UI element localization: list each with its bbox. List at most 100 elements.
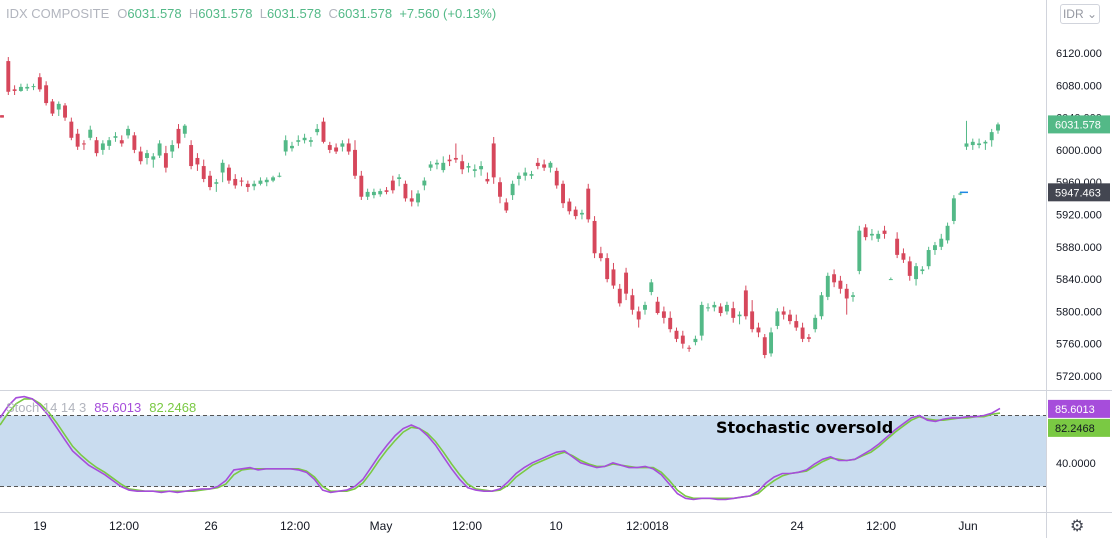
change-value: +7.560 (+0.13%) (399, 6, 497, 21)
candle-body (624, 272, 629, 294)
candle-body (453, 157, 458, 160)
candle-body (649, 282, 654, 293)
candle-body (617, 288, 622, 304)
candle-body (882, 230, 887, 234)
candle-body (573, 209, 578, 217)
candle-body (819, 295, 824, 317)
candle-body (283, 140, 288, 152)
candle-body (170, 145, 175, 152)
candle-body (12, 89, 17, 91)
candle-body (674, 330, 679, 339)
open-key: O (117, 6, 128, 21)
currency-selector[interactable]: IDR ⌄ (1060, 4, 1100, 24)
candle-body (403, 183, 408, 199)
close-value: 6031.578 (337, 6, 393, 21)
candle-body (516, 175, 521, 179)
candle-body (119, 140, 124, 144)
candle-body (813, 317, 818, 330)
candle-body (680, 335, 685, 344)
candle-body (756, 327, 761, 333)
candle-body (731, 308, 736, 318)
candle-body (346, 143, 351, 152)
candle-body (699, 304, 704, 336)
time-tick-label: 26 (204, 519, 218, 533)
candle-body (869, 233, 874, 236)
candle-body (290, 145, 294, 149)
candle-body (781, 311, 786, 315)
candle-body (81, 143, 86, 145)
price-tick-label: 5880.000 (1056, 242, 1102, 254)
candle-body (510, 183, 515, 196)
candle-body (895, 238, 900, 255)
candle-body (535, 162, 540, 167)
candle-body (769, 332, 774, 354)
symbol-name[interactable]: IDX COMPOSITE (6, 6, 110, 21)
candle-body (498, 182, 502, 197)
candle-body (643, 304, 647, 310)
candle-body (472, 169, 477, 171)
close-key: C (328, 6, 338, 21)
stoch-line (0, 395, 1001, 501)
candle-body (447, 159, 452, 162)
candle-body (277, 175, 282, 177)
ref-price-badge (1048, 183, 1110, 202)
candle-body (970, 141, 975, 146)
candle-body (264, 179, 269, 183)
candle-body (435, 162, 439, 165)
candle-body (63, 105, 67, 118)
candle-body (132, 135, 137, 150)
candle-body (422, 180, 427, 186)
ref-price-label: 5947.463 (1055, 187, 1101, 199)
candle-body (378, 191, 383, 195)
candle-body (712, 304, 717, 308)
time-tick-label: 18 (655, 519, 669, 533)
price-tick-label: 6080.000 (1056, 80, 1102, 92)
candle-body (100, 143, 105, 150)
price-tick-label: 5720.000 (1056, 371, 1102, 383)
candle-body (977, 143, 982, 146)
open-value: 6031.578 (127, 6, 182, 21)
candle-body (195, 157, 200, 165)
candle-body (44, 85, 49, 104)
candle-body (390, 180, 395, 191)
candle-body (996, 124, 1000, 131)
time-tick-label: May (370, 519, 393, 533)
candle-body (384, 190, 389, 192)
candle-body (163, 153, 168, 168)
candle-body (485, 178, 490, 182)
candle-body (334, 147, 339, 152)
candle-body (693, 338, 698, 343)
candle-body (914, 266, 919, 280)
candle-body (832, 274, 837, 283)
stoch-tick-label: 40.0000 (1056, 458, 1096, 470)
candle-body (586, 188, 591, 220)
candle-body (88, 129, 93, 138)
candle-body (800, 327, 805, 339)
stoch-k-badge (1048, 399, 1110, 418)
candle-body (491, 143, 496, 178)
last-price-label: 6031.578 (1055, 119, 1101, 131)
candle-body (706, 307, 710, 309)
candle-body (37, 77, 42, 90)
candle-body (353, 149, 357, 176)
candle-body (226, 167, 231, 181)
candle-body (315, 128, 320, 133)
candle-body (428, 164, 433, 168)
candle-body (838, 280, 843, 289)
time-tick-label: 12:00 (280, 519, 310, 533)
stoch-k-label: 85.6013 (1055, 404, 1095, 416)
candle-body (794, 321, 799, 328)
candle-body (542, 164, 547, 168)
price-tick-label: 5800.000 (1056, 306, 1102, 318)
indicator-name[interactable]: Stoch 14 14 3 (6, 400, 87, 415)
candle-body (321, 121, 326, 142)
gear-icon[interactable]: ⚙ (1070, 516, 1085, 535)
candle-body (56, 103, 61, 110)
candle-body (668, 317, 673, 330)
time-tick-label: 10 (549, 519, 563, 533)
candle-body (176, 128, 181, 144)
candle-body (252, 183, 257, 187)
candle-body (69, 121, 74, 138)
candle-body (50, 101, 55, 114)
